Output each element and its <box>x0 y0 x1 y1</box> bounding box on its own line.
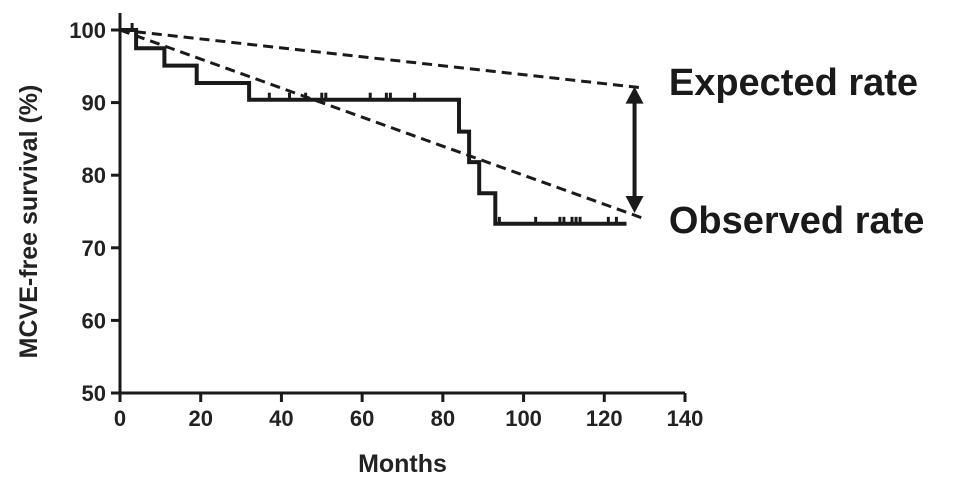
y-tick-label: 80 <box>82 163 106 188</box>
observed-rate-line <box>119 28 646 221</box>
axes: 0 20 40 60 80 100 120 140 50 60 70 80 90 100 <box>69 13 703 431</box>
arrow-head-down <box>625 195 644 213</box>
y-tick-label: 70 <box>82 236 106 261</box>
expected-rate-label: Expected rate <box>669 62 918 104</box>
x-tick-label: 100 <box>505 406 542 431</box>
y-tick-label: 50 <box>82 381 106 406</box>
y-tick-label: 60 <box>82 308 106 333</box>
x-tick-label: 80 <box>431 406 455 431</box>
expected-rate-line <box>119 28 645 90</box>
x-tick-label: 140 <box>667 406 704 431</box>
annotations: Expected rate Observed rate <box>625 62 925 242</box>
y-tick-label: 90 <box>82 91 106 116</box>
x-ticks: 0 20 40 60 80 100 120 140 <box>114 393 703 431</box>
x-tick-label: 40 <box>269 406 293 431</box>
y-tick-label: 100 <box>69 18 106 43</box>
y-ticks: 50 60 70 80 90 100 <box>69 18 120 406</box>
x-tick-label: 120 <box>586 406 623 431</box>
x-axis-title: Months <box>358 450 447 478</box>
x-tick-label: 60 <box>350 406 374 431</box>
plot-area <box>119 23 646 226</box>
y-axis-title: MCVE-free survival (%) <box>15 85 43 359</box>
observed-rate-label: Observed rate <box>669 200 925 242</box>
survival-step-line <box>120 28 627 226</box>
x-tick-label: 20 <box>188 406 212 431</box>
x-tick-label: 0 <box>114 406 126 431</box>
arrow-head-up <box>625 86 644 104</box>
